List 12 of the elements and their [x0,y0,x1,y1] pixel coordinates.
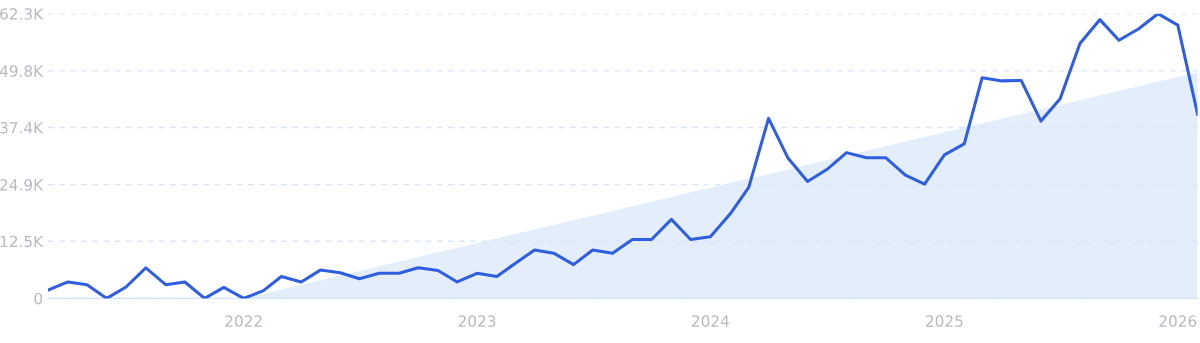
y-tick-label: 12.5K [0,235,44,248]
y-tick-label: 49.8K [0,65,44,77]
x-tick-label: 2025 [926,315,963,327]
x-tick-label: 2024 [692,315,729,327]
y-tick-label: 37.4K [0,121,44,134]
y-tick-label: 24.9K [0,179,44,191]
line-series [48,13,1198,299]
x-tick-label: 2023 [458,315,496,327]
y-tick-label: 0 [34,292,43,305]
x-tick-label: 2022 [225,315,262,327]
y-tick-label: 62.3K [0,8,44,20]
x-tick-label: 2026 [1159,315,1197,327]
